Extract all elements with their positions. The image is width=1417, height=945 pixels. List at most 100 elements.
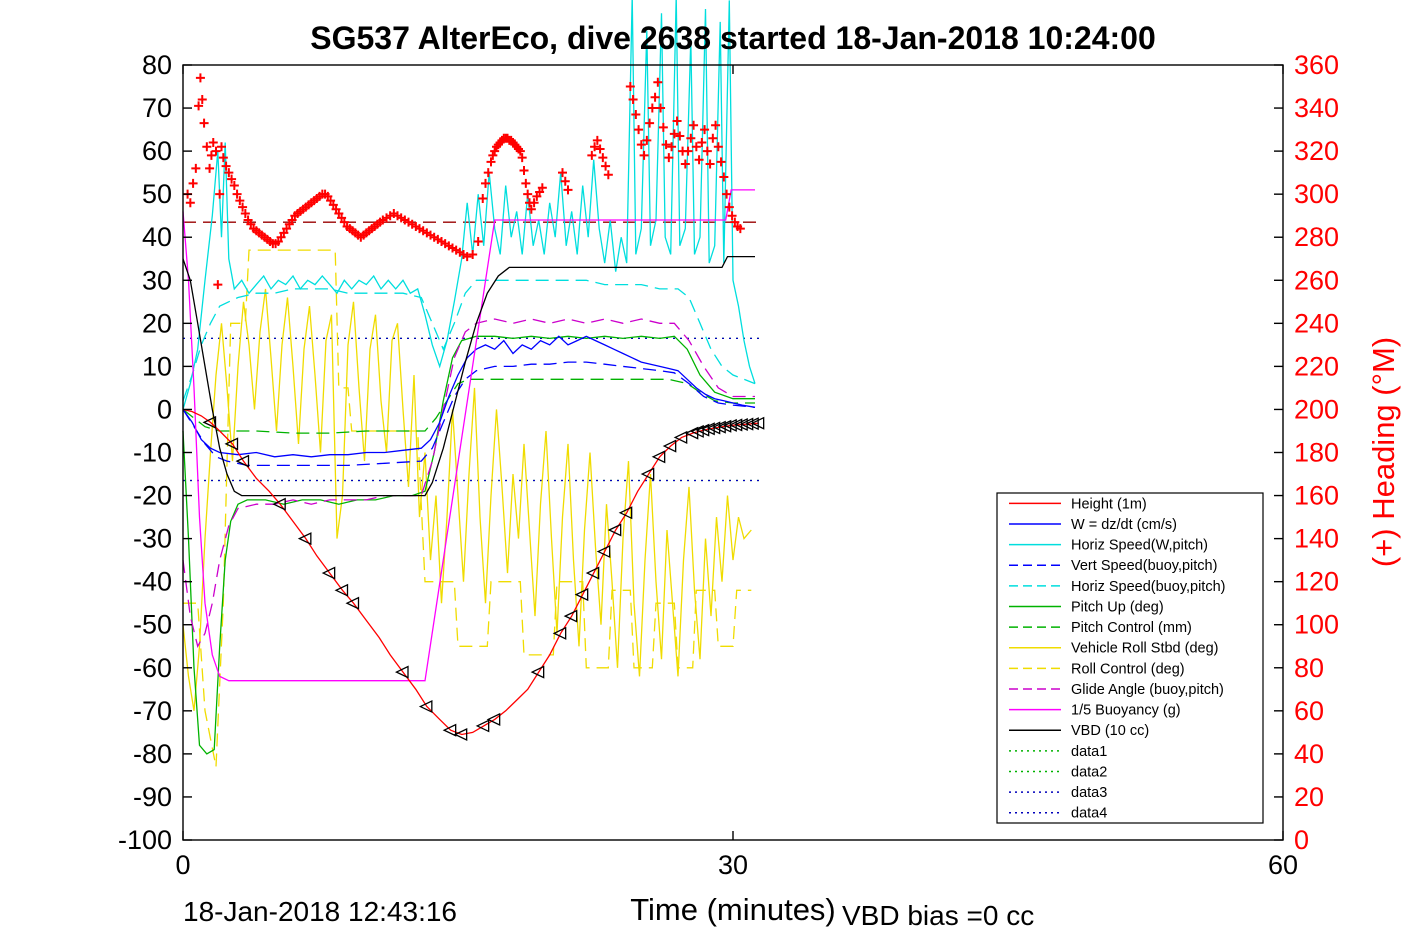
dive-triangle-marker (345, 596, 360, 610)
series-vert-speed-buoy-pitch (182, 361, 756, 467)
left-y-tick-label: 0 (157, 394, 172, 424)
series-pitch-control (182, 378, 755, 434)
legend-label: data3 (1071, 785, 1107, 801)
heading-plus-marker (705, 159, 715, 169)
heading-plus-marker (683, 146, 693, 156)
heading-plus-marker (462, 252, 472, 262)
heading-plus-marker (595, 144, 605, 154)
chart-title: SG537 AlterEco, dive 2638 started 18-Jan… (310, 20, 1156, 56)
right-y-tick-label: 200 (1294, 394, 1339, 424)
right-y-tick-label: 20 (1294, 782, 1324, 812)
heading-plus-marker (636, 140, 646, 150)
heading-plus-marker (691, 142, 701, 152)
legend-entry: Height (1m) (1009, 496, 1147, 512)
dive-triangle-marker (684, 426, 699, 440)
heading-plus-marker (515, 146, 525, 156)
left-y-tick-label: -90 (133, 782, 172, 812)
legend-entry: Horiz Speed(W,pitch) (1009, 538, 1208, 554)
heading-plus-marker (672, 116, 682, 126)
heading-plus-marker (694, 155, 704, 165)
heading-plus-marker (235, 196, 245, 206)
dive-triangle-marker (486, 712, 501, 726)
dive-triangle-marker (717, 419, 732, 433)
heading-plus-marker (195, 73, 205, 83)
left-y-tick-label: 60 (142, 136, 172, 166)
heading-plus-marker (722, 189, 732, 199)
right-y-tick-label: 320 (1294, 136, 1339, 166)
heading-plus-marker (232, 189, 242, 199)
legend-label: Vert Speed(buoy,pitch) (1071, 558, 1217, 574)
legend-box (996, 492, 1264, 824)
dive-triangle-marker (662, 439, 677, 453)
left-y-tick-label: 50 (142, 179, 172, 209)
left-y-tick-label: -20 (133, 481, 172, 511)
legend-label: Horiz Speed(buoy,pitch) (1071, 579, 1225, 595)
heading-plus-marker (191, 163, 201, 173)
heading-plus-marker (664, 153, 674, 163)
legend-entry: data1 (1009, 744, 1107, 760)
dive-triangle-marker (712, 420, 726, 434)
legend-entry: Pitch Up (deg) (1009, 599, 1164, 615)
left-y-tick-label: -40 (133, 567, 172, 597)
heading-plus-marker (483, 168, 493, 178)
heading-plus-marker (229, 181, 239, 191)
legend-entry: Horiz Speed(buoy,pitch) (1009, 579, 1225, 595)
heading-plus-marker (205, 163, 215, 173)
heading-plus-marker (185, 198, 195, 208)
right-y-tick-label: 160 (1294, 481, 1339, 511)
dive-triangle-marker (202, 415, 217, 429)
legend-label: Glide Angle (buoy,pitch) (1071, 682, 1224, 698)
heading-plus-marker (708, 133, 718, 143)
dive-triangle-marker (596, 544, 611, 559)
left-y-tick-label: 20 (142, 308, 172, 338)
heading-plus-marker (645, 118, 655, 128)
dive-triangle-marker (552, 626, 567, 640)
heading-plus-marker (631, 110, 641, 120)
dive-triangle-marker (585, 566, 600, 580)
heading-plus-marker (194, 101, 204, 111)
heading-plus-marker (587, 150, 597, 160)
dive-triangle-marker (475, 719, 490, 733)
series-horiz-speed-buoy-pitch (182, 279, 756, 402)
right-y-tick-label: 120 (1294, 567, 1339, 597)
dive-triangle-marker (651, 450, 666, 464)
x-tick-label: 60 (1268, 850, 1298, 880)
heading-plus-marker (661, 140, 671, 150)
heading-plus-marker (218, 153, 228, 163)
right-y-tick-label: 260 (1294, 265, 1339, 295)
heading-plus-marker (211, 146, 221, 156)
dive-triangle-marker (321, 566, 336, 580)
dive-triangle-marker (706, 421, 721, 435)
heading-plus-marker (689, 120, 699, 130)
legend-label: data2 (1071, 764, 1107, 780)
right-y-tick-label: 60 (1294, 696, 1324, 726)
dive-triangle-marker (701, 422, 715, 436)
heading-plus-marker (224, 168, 234, 178)
heading-plus-marker (240, 209, 250, 219)
heading-plus-marker (639, 150, 649, 160)
heading-plus-marker (642, 135, 652, 145)
series-vehicle-roll-stbd (182, 288, 752, 711)
heading-plus-marker (526, 204, 536, 214)
heading-plus-marker (735, 224, 745, 234)
heading-plus-marker (713, 142, 723, 152)
heading-plus-marker (199, 118, 209, 128)
dive-triangle-marker (673, 430, 688, 444)
heading-plus-marker (197, 94, 207, 104)
heading-plus-marker (724, 202, 734, 212)
left-y-tick-label: -10 (133, 438, 172, 468)
legend-label: data4 (1071, 806, 1107, 822)
vbd-bias-note: VBD bias =0 cc (842, 900, 1035, 931)
heading-plus-marker (719, 172, 729, 182)
heading-plus-marker (697, 138, 707, 147)
heading-plus-marker (711, 120, 721, 130)
heading-plus-marker (478, 193, 488, 203)
heading-plus-marker (206, 150, 216, 160)
series-layer (182, 0, 765, 767)
right-y-tick-label: 40 (1294, 739, 1324, 769)
heading-plus-marker (519, 165, 529, 175)
heading-plus-marker (488, 150, 498, 160)
dive-triangle-marker (418, 699, 433, 714)
heading-plus-marker (656, 103, 666, 113)
heading-plus-marker (560, 176, 570, 186)
